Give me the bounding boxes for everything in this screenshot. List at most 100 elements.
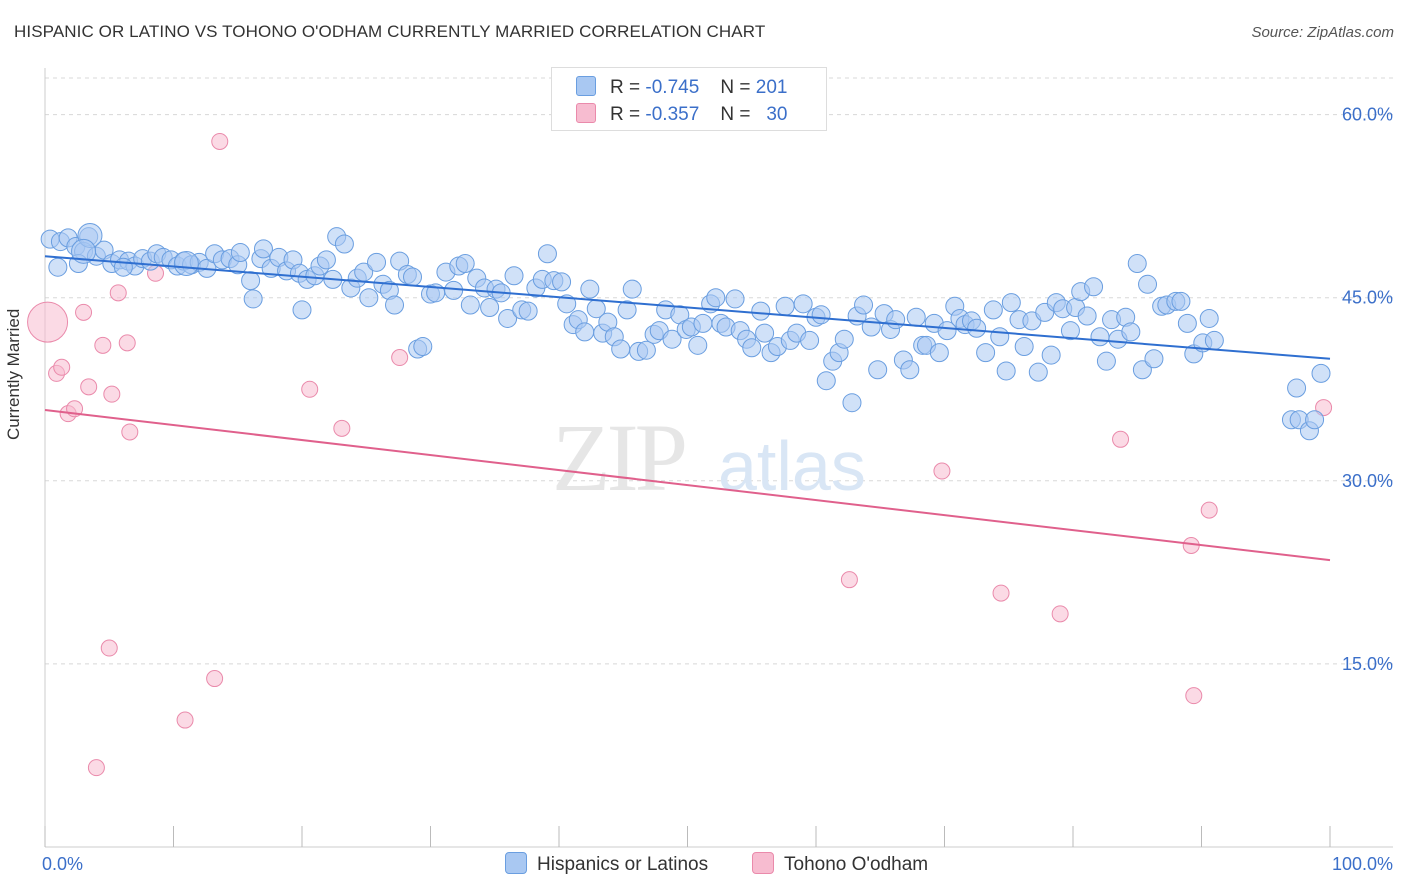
hispanic-points (40, 222, 1331, 441)
hispanic-point (900, 360, 920, 380)
y-axis-label: Currently Married (4, 308, 23, 440)
hispanic-point (580, 279, 600, 299)
tohono-point (1051, 605, 1069, 623)
correlation-legend: R = -0.745 N = 201 R = -0.357 N = 30 (551, 67, 827, 131)
hispanic-point (742, 338, 762, 358)
tohono-point (211, 132, 229, 150)
hispanic-point (359, 288, 379, 308)
legend-r-label: R = (610, 104, 641, 125)
grid-lines (45, 77, 1393, 665)
hispanic-point (751, 301, 771, 321)
hispanic-point (636, 340, 656, 360)
hispanic-point (557, 294, 577, 314)
tohono-point (992, 584, 1010, 602)
hispanic-point (480, 297, 500, 317)
tohono-point (333, 419, 351, 437)
hispanic-point (113, 257, 133, 277)
bottom-legend-label: Hispanics or Latinos (537, 854, 709, 875)
legend-n-value: 201 (755, 77, 788, 98)
tohono-point (103, 385, 121, 403)
hispanic-point (498, 308, 518, 328)
hispanic-point (1121, 322, 1141, 342)
watermark-atlas: atlas (718, 427, 866, 505)
hispanic-point (854, 295, 874, 315)
hispanic-point (1041, 345, 1061, 365)
hispanic-point (775, 296, 795, 316)
hispanic-point (1127, 254, 1147, 274)
legend-r-label: R = (610, 77, 641, 98)
tohono-trend-line (44, 409, 1331, 562)
axes (44, 68, 1393, 848)
hispanic-point (1287, 378, 1307, 398)
hispanic-point (316, 250, 336, 270)
tohono-point (1185, 687, 1203, 705)
hispanic-point (990, 327, 1010, 347)
hispanic-point (868, 360, 888, 380)
hispanic-point (1014, 337, 1034, 357)
legend-row-hispanic: R = -0.745 N = 201 (576, 76, 787, 100)
legend-r-value: -0.745 (645, 77, 700, 98)
chart-title: HISPANIC OR LATINO VS TOHONO O'ODHAM CUR… (14, 22, 766, 41)
hispanic-point (504, 266, 524, 286)
tohono-point (121, 423, 139, 441)
tohono-point (109, 284, 127, 302)
hispanic-point (929, 343, 949, 363)
hispanic-point-large (173, 251, 199, 277)
legend-swatch-blue (576, 76, 596, 96)
tohono-point (206, 670, 224, 688)
hispanic-point (1144, 349, 1164, 369)
legend-row-tohono: R = -0.357 N = 30 (576, 103, 787, 127)
x-min-label: 0.0% (42, 854, 83, 874)
watermark: ZIP atlas (552, 404, 866, 511)
hispanic-point (793, 294, 813, 314)
tohono-point (80, 378, 98, 396)
hispanic-point (460, 295, 480, 315)
legend-n-label: N = (720, 104, 751, 125)
hispanic-point (1096, 351, 1116, 371)
hispanic-point (241, 271, 261, 291)
hispanic-point (983, 300, 1003, 320)
hispanic-point (842, 393, 862, 413)
hispanic-point (811, 305, 831, 325)
y-tick-label: 15.0% (1342, 654, 1393, 674)
hispanic-point-large (71, 238, 97, 264)
hispanic-point (1060, 321, 1080, 341)
hispanic-trend-line (44, 255, 1331, 360)
hispanic-point (552, 272, 572, 292)
tohono-point (176, 711, 194, 729)
hispanic-point (617, 300, 637, 320)
y-tick-label: 60.0% (1342, 105, 1393, 125)
source-label: Source: ZipAtlas.com (1251, 24, 1394, 41)
tohono-point (301, 380, 319, 398)
hispanic-point (455, 254, 475, 274)
hispanic-point (292, 300, 312, 320)
hispanic-point (575, 322, 595, 342)
hispanic-point (1090, 327, 1110, 347)
hispanic-point (693, 313, 713, 333)
hispanic-point (834, 329, 854, 349)
hispanic-point (1001, 293, 1021, 313)
hispanic-point (518, 301, 538, 321)
hispanic-point (755, 323, 775, 343)
hispanic-point (706, 288, 726, 308)
hispanic-point (334, 234, 354, 254)
tohono-point (391, 349, 409, 367)
hispanic-point (937, 321, 957, 341)
hispanic-point (243, 289, 263, 309)
hispanic-point (1171, 291, 1191, 311)
hispanic-point (444, 280, 464, 300)
hispanic-point (1077, 306, 1097, 326)
hispanic-point (537, 244, 557, 264)
hispanic-point (1132, 360, 1152, 380)
hispanic-point (1177, 313, 1197, 333)
legend-r-value: -0.357 (645, 104, 700, 125)
hispanic-point (1028, 362, 1048, 382)
tohono-point (840, 571, 858, 589)
y-tick-label: 45.0% (1342, 288, 1393, 308)
hispanic-point (662, 329, 682, 349)
y-tick-labels: 15.0% 30.0% 45.0% 60.0% (1342, 105, 1393, 674)
hispanic-point (622, 279, 642, 299)
hispanic-point (688, 335, 708, 355)
bottom-legend-swatch-blue (505, 852, 527, 874)
